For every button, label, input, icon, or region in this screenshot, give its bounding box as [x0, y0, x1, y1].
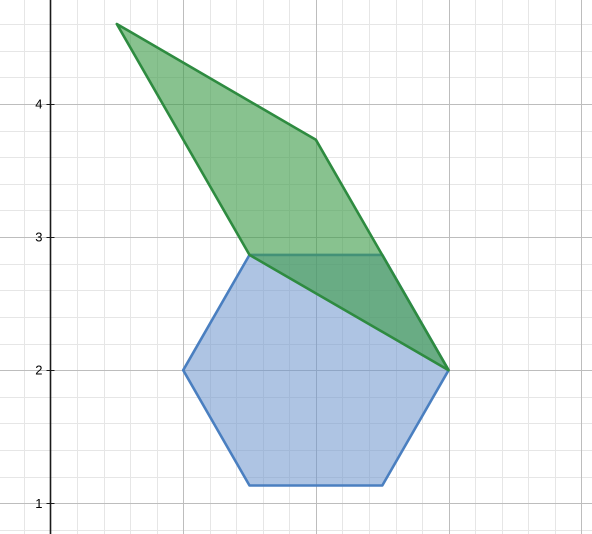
quadrilateral-shape[interactable] — [115, 22, 450, 372]
tick-labels: 1 2 3 4 — [35, 96, 42, 511]
y-tick-label: 3 — [35, 230, 42, 245]
axes — [46, 0, 55, 534]
shapes — [115, 22, 450, 487]
y-tick-label: 4 — [35, 96, 42, 111]
y-tick-label: 1 — [35, 496, 42, 511]
y-tick-label: 2 — [35, 363, 42, 378]
